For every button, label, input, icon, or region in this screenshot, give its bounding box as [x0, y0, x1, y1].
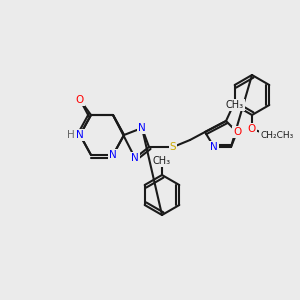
Text: N: N — [131, 153, 139, 163]
Text: CH₂CH₃: CH₂CH₃ — [260, 130, 294, 140]
Text: H: H — [67, 130, 75, 140]
Text: N: N — [138, 123, 146, 133]
Text: CH₃: CH₃ — [153, 156, 171, 166]
Text: N: N — [210, 142, 218, 152]
Text: O: O — [76, 95, 84, 105]
Text: CH₃: CH₃ — [226, 100, 244, 110]
Text: N: N — [109, 150, 117, 160]
Text: O: O — [233, 127, 241, 137]
Text: O: O — [248, 124, 256, 134]
Text: S: S — [170, 142, 176, 152]
Text: N: N — [76, 130, 84, 140]
